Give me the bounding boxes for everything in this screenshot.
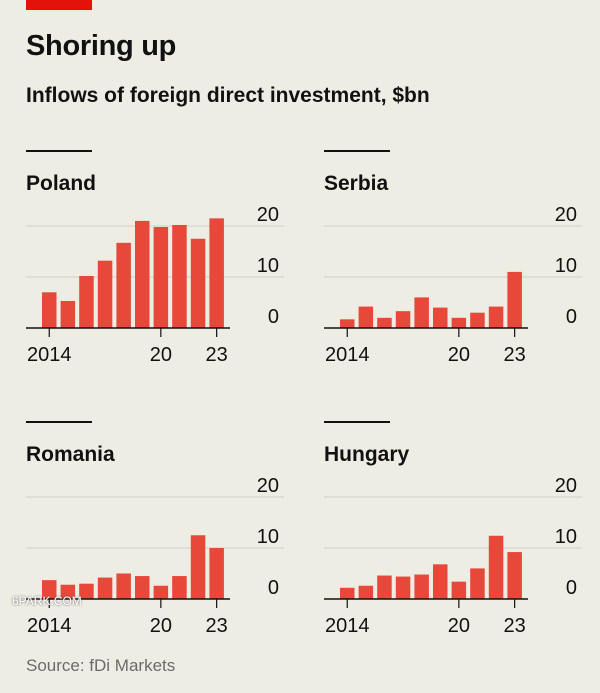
bar [172, 224, 187, 328]
brand-accent-bar [26, 0, 92, 10]
y-tick-label: 0 [268, 306, 279, 328]
source-note: Source: fDi Markets [26, 656, 176, 675]
bar [209, 548, 224, 599]
panel-title: Romania [26, 443, 115, 466]
bar [414, 297, 429, 328]
bar [470, 568, 485, 599]
bar [470, 312, 485, 328]
bar [97, 260, 113, 328]
bar [172, 576, 187, 599]
bar [358, 306, 374, 328]
bar [377, 317, 392, 328]
x-tick-label: 20 [150, 615, 172, 637]
bar [79, 583, 94, 599]
x-tick-label: 20 [448, 344, 470, 366]
panel-rule [26, 150, 92, 152]
x-tick-label: 2014 [27, 615, 72, 637]
bar [116, 242, 131, 328]
chart-title: Shoring up [26, 30, 177, 62]
y-tick-label: 10 [257, 255, 279, 277]
chart-subtitle: Inflows of foreign direct investment, $b… [26, 84, 430, 107]
bar [209, 218, 224, 328]
y-tick-label: 10 [257, 526, 279, 548]
bar [451, 317, 467, 328]
x-tick-label: 23 [504, 344, 526, 366]
bar [507, 271, 522, 328]
bar [190, 238, 206, 328]
bar [153, 227, 169, 328]
bar [135, 220, 150, 328]
y-tick-label: 20 [257, 204, 279, 226]
y-tick-label: 10 [555, 526, 577, 548]
watermark: 6PARK.COM [12, 594, 82, 608]
x-tick-label: 20 [150, 344, 172, 366]
bar [395, 311, 411, 328]
panel-serbia: Serbia 0 10 20 2014 20 23 [324, 150, 582, 366]
bar [451, 581, 467, 599]
bar [340, 319, 355, 328]
bar [79, 275, 94, 328]
bar [116, 573, 131, 599]
bar [414, 574, 429, 599]
panel-poland: Poland 0 10 20 2014 20 23 [26, 150, 284, 366]
panel-title: Serbia [324, 172, 389, 195]
panel-rule [26, 421, 92, 423]
bar [433, 307, 448, 328]
y-tick-label: 0 [566, 577, 577, 599]
x-tick-label: 2014 [27, 344, 72, 366]
x-tick-label: 23 [206, 615, 228, 637]
bar [97, 577, 113, 599]
panel-rule [324, 421, 390, 423]
panel-title: Hungary [324, 443, 410, 466]
bar [153, 585, 169, 599]
y-tick-label: 0 [566, 306, 577, 328]
x-tick-label: 20 [448, 615, 470, 637]
bar [190, 535, 206, 599]
bar [135, 576, 150, 599]
x-tick-label: 23 [504, 615, 526, 637]
y-tick-label: 10 [555, 255, 577, 277]
x-tick-label: 2014 [325, 344, 370, 366]
bar [377, 575, 392, 599]
bar [488, 535, 504, 599]
panel-hungary: Hungary 0 10 20 2014 20 23 [324, 421, 582, 637]
panel-title: Poland [26, 172, 96, 195]
y-tick-label: 20 [257, 475, 279, 497]
bar [488, 306, 504, 328]
panel-romania: Romania 0 10 20 2014 20 23 [26, 421, 284, 637]
x-tick-label: 23 [206, 344, 228, 366]
y-tick-label: 20 [555, 204, 577, 226]
panel-rule [324, 150, 390, 152]
bar [42, 292, 57, 328]
bar [358, 585, 374, 599]
bar [42, 580, 57, 599]
bar [433, 564, 448, 599]
bar [507, 552, 522, 599]
y-tick-label: 0 [268, 577, 279, 599]
bar [340, 587, 355, 599]
bar [395, 576, 411, 599]
y-tick-label: 20 [555, 475, 577, 497]
x-tick-label: 2014 [325, 615, 370, 637]
bar [60, 300, 76, 328]
bar [60, 584, 76, 599]
